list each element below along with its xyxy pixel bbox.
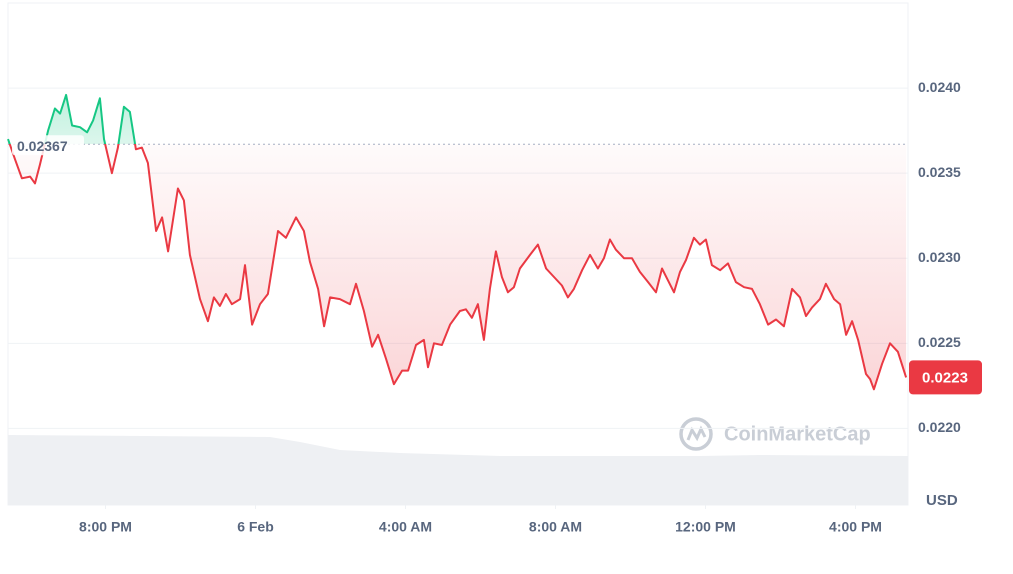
y-tick-label: 0.0240	[918, 79, 961, 95]
x-tick-label: 8:00 AM	[529, 519, 582, 535]
watermark: CoinMarketCap	[679, 417, 871, 451]
y-tick-label: 0.0230	[918, 249, 961, 265]
x-tick-label: 4:00 AM	[379, 519, 432, 535]
y-tick-label: 0.0235	[918, 164, 961, 180]
price-line	[7, 93, 908, 391]
y-tick-label: 0.0220	[918, 419, 961, 435]
y-unit: USD	[926, 492, 958, 509]
current-price-badge	[909, 360, 982, 395]
x-tick-label: 4:00 PM	[829, 519, 882, 535]
y-tick-label: 0.0225	[918, 334, 961, 350]
baseline-label-bg	[12, 135, 84, 156]
x-tick-label: 8:00 PM	[79, 519, 132, 535]
current-price-label: 0.0223	[922, 369, 968, 386]
x-tick-label: 6 Feb	[237, 519, 274, 535]
price-area	[8, 94, 907, 390]
volume-area	[8, 435, 908, 505]
baseline-label: 0.02367	[17, 138, 68, 154]
x-tick-label: 12:00 PM	[675, 519, 736, 535]
watermark-text: CoinMarketCap	[724, 423, 871, 445]
